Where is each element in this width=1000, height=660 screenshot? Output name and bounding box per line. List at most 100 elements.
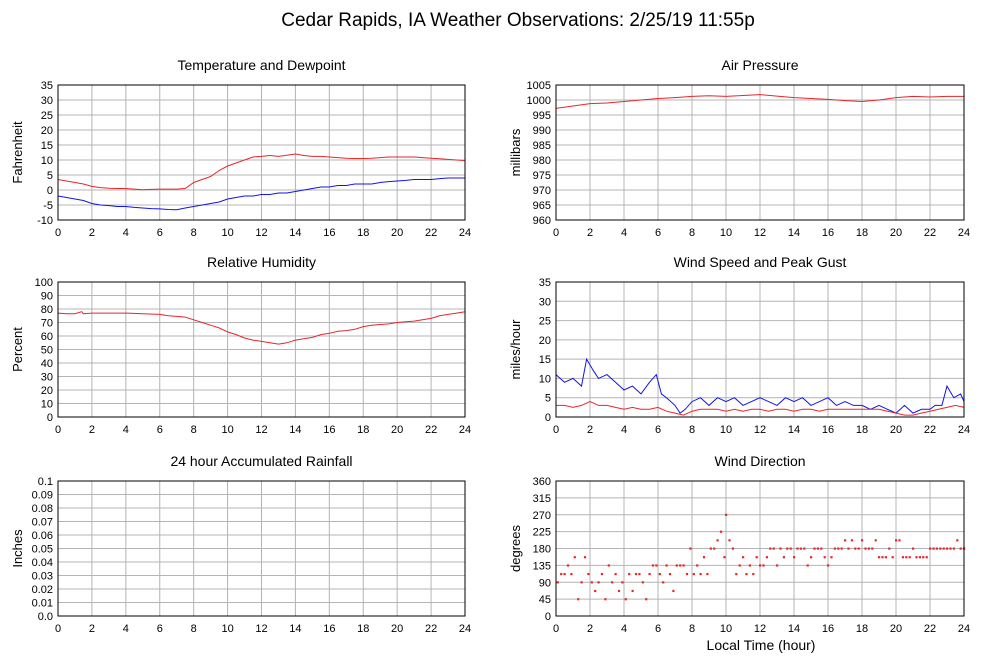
x-tick-label: 6 <box>655 623 661 635</box>
x-tick-label: 2 <box>587 227 593 239</box>
x-tick-label: 14 <box>289 623 301 635</box>
y-tick-label: 10 <box>539 373 551 385</box>
x-tick-label: 12 <box>754 424 766 436</box>
y-tick-label: 980 <box>533 155 551 167</box>
x-tick-label: 6 <box>157 227 163 239</box>
data-point <box>810 556 813 559</box>
data-point <box>577 598 580 601</box>
x-tick-label: 4 <box>123 424 129 436</box>
data-point <box>806 564 809 567</box>
data-point <box>752 573 755 576</box>
data-point <box>864 547 867 550</box>
data-point <box>648 573 651 576</box>
data-point <box>793 556 796 559</box>
data-point <box>888 547 891 550</box>
data-point <box>884 556 887 559</box>
data-point <box>706 573 709 576</box>
data-point <box>594 589 597 593</box>
data-point <box>779 547 782 550</box>
data-point <box>719 530 723 533</box>
data-point <box>847 547 850 550</box>
data-point <box>675 564 678 567</box>
data-point <box>628 573 631 576</box>
y-tick-label: 70 <box>41 318 53 330</box>
y-tick-label: -5 <box>43 200 53 212</box>
data-point <box>723 556 726 559</box>
data-point <box>580 581 583 584</box>
x-tick-label: 22 <box>924 424 936 436</box>
data-point <box>651 564 655 567</box>
data-point <box>765 556 768 559</box>
y-tick-label: 0.03 <box>32 571 53 583</box>
data-point <box>672 589 675 593</box>
x-tick-label: 20 <box>890 623 902 635</box>
chart-title: Wind Direction <box>714 453 805 469</box>
x-tick-label: 24 <box>459 424 471 436</box>
y-axis-label: Inches <box>10 529 25 568</box>
data-point <box>803 547 806 550</box>
data-point <box>638 573 641 576</box>
data-point <box>789 547 792 550</box>
x-tick-label: 14 <box>788 623 800 635</box>
y-tick-label: 20 <box>539 335 551 347</box>
data-point <box>830 556 833 559</box>
data-point <box>799 547 802 550</box>
x-tick-label: 10 <box>720 424 732 436</box>
y-tick-label: 0.01 <box>32 598 53 610</box>
data-point <box>898 539 901 542</box>
x-tick-label: 18 <box>856 227 868 239</box>
plot-frame <box>555 281 965 418</box>
y-axis-label: miles/hour <box>508 319 523 380</box>
data-point <box>935 547 938 550</box>
data-point <box>692 573 695 576</box>
y-tick-label: 360 <box>533 476 551 488</box>
x-tick-label: 4 <box>621 623 627 635</box>
y-tick-label: 985 <box>533 140 551 152</box>
data-point <box>713 547 716 550</box>
data-point <box>725 513 728 516</box>
y-tick-label: 25 <box>41 110 53 122</box>
chart-title: Temperature and Dewpoint <box>177 57 345 73</box>
chart-title: Relative Humidity <box>207 254 316 270</box>
x-tick-label: 12 <box>754 227 766 239</box>
y-axis-label: degrees <box>508 525 523 572</box>
data-point <box>895 539 898 542</box>
data-point <box>709 547 712 550</box>
series-line-0 <box>555 94 964 109</box>
y-tick-label: 180 <box>533 544 551 556</box>
y-tick-label: -10 <box>37 215 53 227</box>
y-axis-label: Fahrenheit <box>10 121 25 184</box>
data-point <box>861 539 864 542</box>
x-tick-label: 16 <box>323 424 335 436</box>
y-tick-label: 100 <box>35 277 53 289</box>
y-tick-label: 30 <box>41 95 53 107</box>
y-tick-label: 0.09 <box>32 490 53 502</box>
x-tick-label: 20 <box>391 424 403 436</box>
data-point <box>956 539 959 542</box>
data-point <box>949 547 952 550</box>
data-point <box>820 547 823 550</box>
x-tick-label: 20 <box>391 227 403 239</box>
x-tick-label: 24 <box>958 623 970 635</box>
y-tick-label: 315 <box>533 493 551 505</box>
data-point <box>857 547 860 550</box>
data-point <box>611 581 614 584</box>
y-tick-label: 10 <box>41 155 53 167</box>
data-point <box>607 564 610 567</box>
x-tick-label: 2 <box>89 227 95 239</box>
data-point <box>837 547 840 550</box>
plot-frame <box>555 480 965 617</box>
y-tick-label: 960 <box>533 215 551 227</box>
x-tick-label: 16 <box>822 227 834 239</box>
data-point <box>929 547 932 550</box>
data-point <box>682 564 685 567</box>
data-point <box>604 598 607 601</box>
y-tick-label: 80 <box>41 304 53 316</box>
data-point <box>621 581 624 584</box>
x-tick-label: 16 <box>822 424 834 436</box>
data-point <box>738 564 741 567</box>
y-tick-label: 20 <box>41 125 53 137</box>
data-point <box>755 556 758 559</box>
data-point <box>563 573 566 576</box>
data-point <box>590 581 593 584</box>
